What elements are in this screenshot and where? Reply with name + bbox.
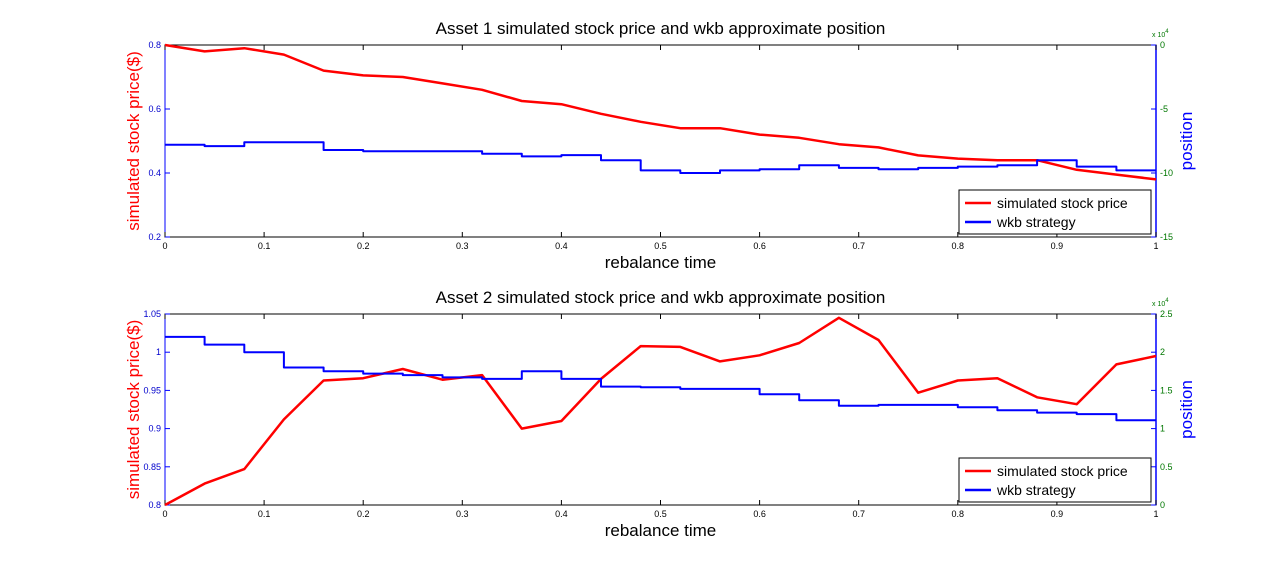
x-tick-label: 0.9	[1051, 509, 1064, 519]
y-right-tick-label: 0	[1160, 40, 1165, 50]
y-right-tick-label: 1	[1160, 424, 1165, 434]
x-tick-label: 0.8	[952, 509, 965, 519]
legend-label: simulated stock price	[997, 463, 1128, 479]
multiplier-base: x 10	[1152, 301, 1165, 308]
y-left-tick-label: 1.05	[143, 309, 161, 319]
x-tick-label: 0.5	[654, 509, 667, 519]
x-tick-label: 0.3	[456, 241, 469, 251]
y-left-tick-label: 0.95	[143, 385, 161, 395]
x-tick-label: 0.3	[456, 509, 469, 519]
y-right-multiplier: x 104	[1152, 298, 1169, 308]
asset1-chart: 0 0.1 0.2 0.3 0.4 0.5 0.6 0.7 0.8 0.9 1 0.2 0.4 0.6 0.…	[124, 19, 1196, 272]
x-tick-label: 0.2	[357, 241, 370, 251]
x-tick-label: 0.2	[357, 509, 370, 519]
multiplier-exponent: 4	[1165, 29, 1169, 35]
x-tick-label: 1	[1153, 241, 1158, 251]
multiplier-exponent: 4	[1165, 298, 1169, 304]
legend-box	[958, 189, 1152, 235]
x-tick-label: 0	[162, 241, 167, 251]
series-line-stock-price	[164, 316, 1157, 507]
y-right-tick-label: -5	[1160, 104, 1168, 114]
y-right-tick-label: 2	[1160, 347, 1165, 357]
legend-label: wkb strategy	[996, 214, 1076, 230]
y-right-tick-label: 0.5	[1160, 462, 1173, 472]
x-tick-label: 0.1	[258, 241, 271, 251]
x-tick-label: 0.8	[952, 241, 965, 251]
series-line-wkb-strategy	[165, 335, 1156, 422]
y-left-axis-label: simulated stock price($)	[124, 51, 143, 231]
y-left-tick-label: 0.85	[143, 462, 161, 472]
x-tick-label: 0.1	[258, 509, 271, 519]
y-right-tick-label: 1.5	[1160, 385, 1173, 395]
y-right-tick-label: 0	[1160, 500, 1165, 510]
x-tick-label: 0.4	[555, 241, 568, 251]
y-right-tick-label: -10	[1160, 168, 1173, 178]
y-left-tick-label: 0.8	[148, 40, 161, 50]
y-left-tick-label: 0.8	[148, 500, 161, 510]
y-left-tick-label: 1	[156, 347, 161, 357]
legend: simulated stock price wkb strategy	[958, 189, 1152, 235]
x-tick-label: 0.9	[1051, 241, 1064, 251]
y-right-axis-label: position	[1177, 112, 1196, 171]
y-left-tick-label: 0.4	[148, 168, 161, 178]
x-tick-label: 0.7	[852, 241, 865, 251]
legend: simulated stock price wkb strategy	[958, 457, 1152, 503]
x-tick-label: 0.5	[654, 241, 667, 251]
x-tick-label: 0.7	[852, 509, 865, 519]
x-axis-label: rebalance time	[605, 521, 717, 540]
chart-title: Asset 1 simulated stock price and wkb ap…	[436, 19, 886, 38]
series-line-wkb-strategy	[165, 141, 1156, 174]
y-left-tick-label: 0.2	[148, 232, 161, 242]
x-tick-label: 0.6	[753, 241, 766, 251]
y-right-axis-label: position	[1177, 380, 1196, 439]
y-left-axis-label: simulated stock price($)	[124, 320, 143, 500]
x-tick-label: 1	[1153, 509, 1158, 519]
y-right-tick-label: 2.5	[1160, 309, 1173, 319]
series-line-stock-price	[164, 43, 1157, 181]
asset2-chart: 0 0.1 0.2 0.3 0.4 0.5 0.6 0.7 0.8 0.9 1 0.8 0.85 0.9 0…	[124, 288, 1196, 540]
legend-box	[958, 457, 1152, 503]
y-left-tick-label: 0.6	[148, 104, 161, 114]
multiplier-base: x 10	[1152, 32, 1165, 39]
x-tick-label: 0.4	[555, 509, 568, 519]
chart-title: Asset 2 simulated stock price and wkb ap…	[436, 288, 886, 307]
x-tick-label: 0	[162, 509, 167, 519]
y-right-multiplier: x 104	[1152, 29, 1169, 39]
x-tick-label: 0.6	[753, 509, 766, 519]
y-right-tick-label: -15	[1160, 232, 1173, 242]
legend-label: simulated stock price	[997, 195, 1128, 211]
legend-label: wkb strategy	[996, 482, 1076, 498]
x-axis-label: rebalance time	[605, 253, 717, 272]
y-left-tick-label: 0.9	[148, 424, 161, 434]
